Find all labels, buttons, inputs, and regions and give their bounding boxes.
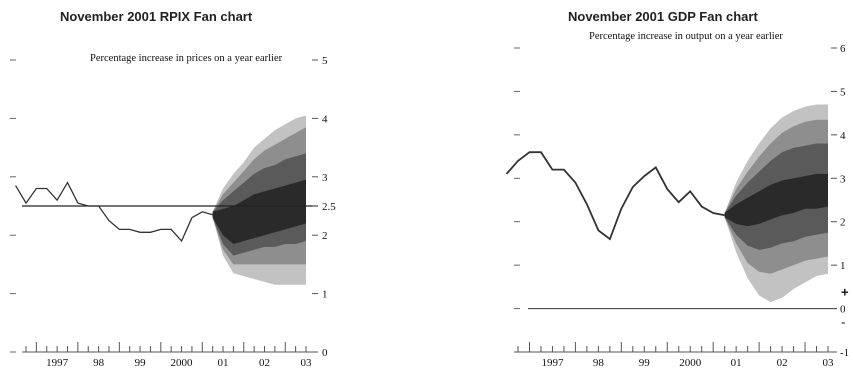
rpix-chart-subtitle: Percentage increase in prices on a year … xyxy=(90,53,283,64)
history-line xyxy=(15,181,213,243)
y-tick-label: 2 xyxy=(322,230,328,242)
x-tick-label: 99 xyxy=(639,357,651,369)
x-tick-label: 99 xyxy=(135,357,147,369)
y-tick-label: 3 xyxy=(322,172,328,184)
fan-band-1 xyxy=(212,179,306,244)
y-tick-label: 5 xyxy=(322,55,328,67)
gdp-chart-subtitle: Percentage increase in output on a year … xyxy=(589,31,783,42)
x-tick-label: 01 xyxy=(731,357,742,369)
x-tick-label: 2000 xyxy=(171,357,194,369)
y-tick-label: 1 xyxy=(840,260,846,272)
y-tick-label: 6 xyxy=(840,43,846,55)
x-tick-label: 98 xyxy=(593,357,605,369)
y-tick-label: 1 xyxy=(322,289,328,301)
y-tick-label: 0 xyxy=(840,304,846,316)
x-tick-label: 1997 xyxy=(46,357,69,369)
plus-sign: + xyxy=(841,285,849,300)
x-tick-label: 03 xyxy=(301,357,313,369)
y-tick-label: 0 xyxy=(322,347,328,359)
y-tick-label: 2.5 xyxy=(322,201,336,213)
x-tick-label: 98 xyxy=(93,357,105,369)
y-tick-label: 4 xyxy=(322,113,328,125)
x-tick-label: 03 xyxy=(823,357,835,369)
x-tick-label: 02 xyxy=(259,357,270,369)
minus-sign: - xyxy=(841,315,845,330)
x-tick-label: 02 xyxy=(777,357,788,369)
x-tick-label: 2000 xyxy=(679,357,702,369)
y-tick-label: -1 xyxy=(840,347,849,359)
y-tick-label: 3 xyxy=(840,173,846,185)
y-tick-label: 4 xyxy=(840,130,846,142)
rpix-chart-title: November 2001 RPIX Fan chart xyxy=(60,9,253,24)
y-tick-label: 2 xyxy=(840,217,846,229)
fan-band-1 xyxy=(724,173,828,227)
x-tick-label: 01 xyxy=(218,357,229,369)
y-tick-label: 5 xyxy=(840,86,846,98)
history-line xyxy=(505,151,725,241)
x-tick-label: 1997 xyxy=(541,357,564,369)
gdp-chart-title: November 2001 GDP Fan chart xyxy=(568,9,758,24)
